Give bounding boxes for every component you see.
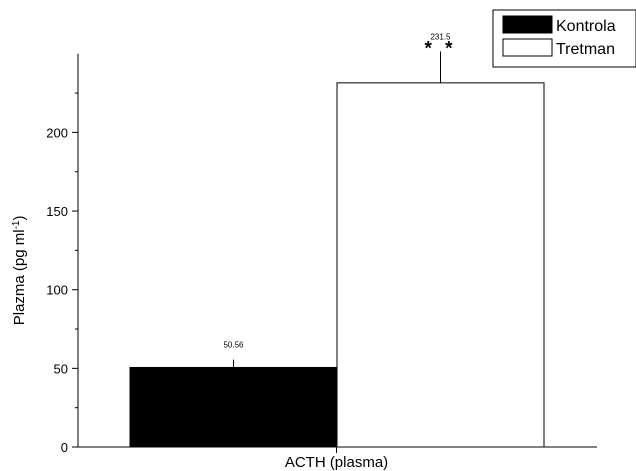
data-label-tretman: 231.5 bbox=[430, 32, 451, 41]
legend-label-kontrola: Kontrola bbox=[556, 18, 616, 35]
y-tick-label: 150 bbox=[46, 204, 68, 219]
y-tick-label: 50 bbox=[54, 361, 68, 376]
y-axis-title: Plazma (pg ml-1) bbox=[11, 215, 29, 325]
legend-label-tretman: Tretman bbox=[556, 41, 615, 58]
y-tick-label: 100 bbox=[46, 283, 68, 298]
legend: Kontrola Tretman bbox=[492, 9, 636, 68]
data-label-kontrola: 50.56 bbox=[223, 341, 244, 350]
x-axis-title: ACTH (plasma) bbox=[285, 454, 388, 471]
bar-tretman bbox=[336, 82, 545, 448]
bar-kontrola bbox=[129, 366, 338, 448]
y-axis-title-tail: ) bbox=[11, 215, 28, 220]
legend-swatch-tretman bbox=[502, 38, 553, 57]
y-tick-label: 200 bbox=[46, 125, 68, 140]
y-axis-title-sup: -1 bbox=[11, 220, 22, 229]
y-axis-title-main: Plazma (pg ml bbox=[11, 229, 28, 325]
significance-marker: * * bbox=[424, 38, 456, 59]
bars bbox=[129, 51, 545, 448]
labels: 50.56 231.5* * bbox=[223, 32, 456, 350]
legend-swatch-kontrola bbox=[502, 15, 553, 34]
y-tick-label: 0 bbox=[61, 440, 68, 455]
